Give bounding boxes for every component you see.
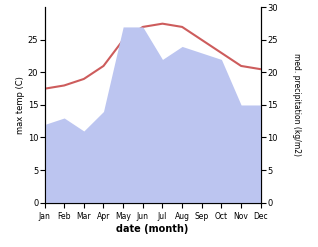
X-axis label: date (month): date (month) xyxy=(116,224,189,234)
Y-axis label: med. precipitation (kg/m2): med. precipitation (kg/m2) xyxy=(292,53,301,157)
Y-axis label: max temp (C): max temp (C) xyxy=(16,76,25,134)
